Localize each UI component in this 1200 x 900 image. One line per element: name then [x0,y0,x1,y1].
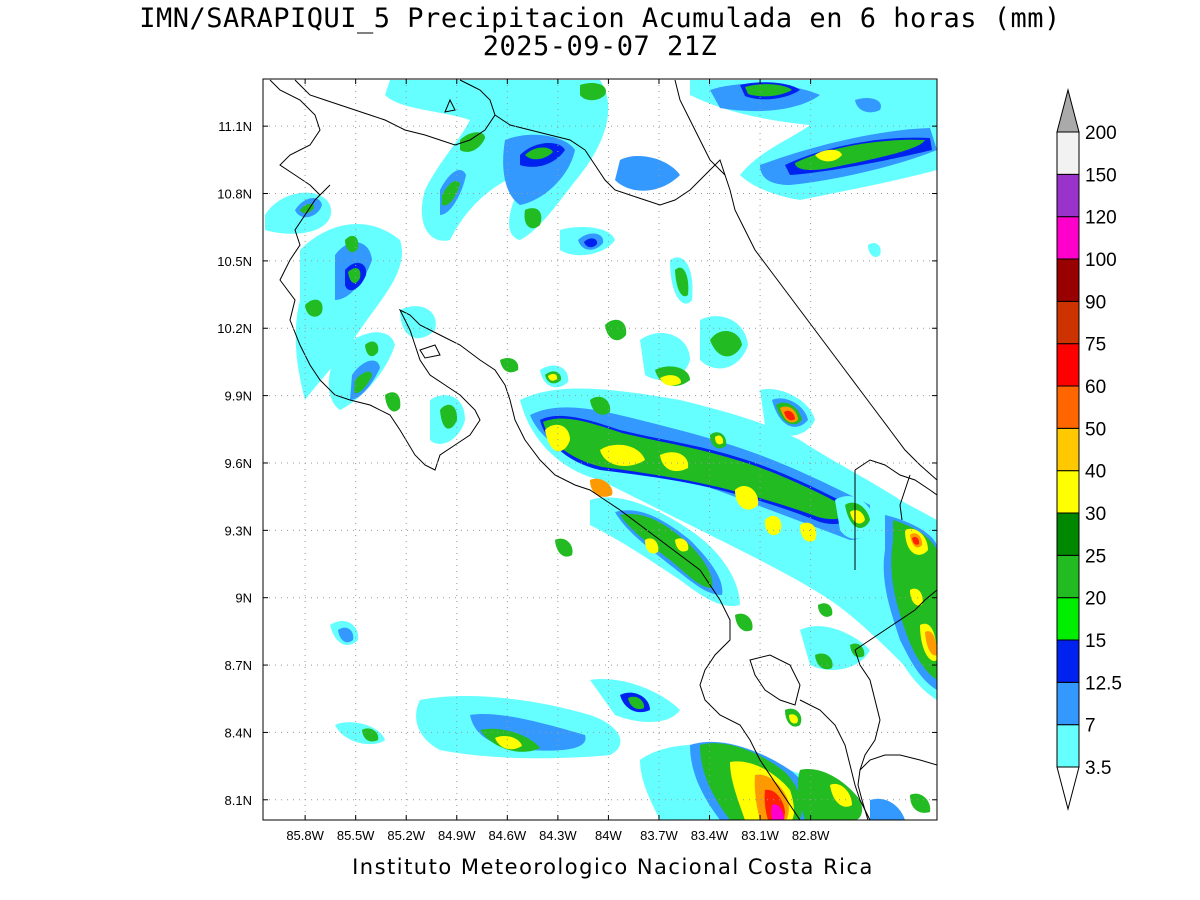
colorbar-label: 12.5 [1085,673,1122,694]
colorbar-label: 25 [1085,546,1106,567]
colorbar-swatch [1056,639,1080,683]
lon-tick-label: 83.1W [741,828,779,843]
lat-tick-label: 10.5N [217,254,252,269]
colorbar-swatch [1056,173,1080,218]
colorbar-swatch [1056,554,1080,599]
colorbar-label: 120 [1085,208,1117,229]
lon-tick-label: 85.2W [387,828,425,843]
colorbar-label: 7 [1085,716,1096,737]
colorbar-swatch [1056,681,1080,726]
colorbar-swatch [1056,724,1080,768]
map-area [263,79,937,820]
lon-tick-label: 85.5W [337,828,375,843]
colorbar-swatch [1056,300,1080,345]
colorbar-swatch [1056,343,1080,387]
lat-tick-label: 9.6N [225,456,252,471]
lon-tick-label: 84W [595,828,622,843]
colorbar-under-triangle [1056,766,1080,811]
colorbar-swatch [1056,131,1080,175]
rain-band-south-east [785,500,937,727]
lat-tick-label: 9.3N [225,523,252,538]
map-title: IMN/SARAPIQUI_5 Precipitacion Acumulada … [139,3,1061,34]
colorbar-over-triangle [1056,88,1080,133]
lat-tick-label: 11.1N [218,119,252,134]
lat-tick-label: 9N [235,591,252,606]
map-subtitle-date: 2025-09-07 21Z [482,31,718,62]
rain-band-pacific-central [555,496,875,632]
colorbar-label: 20 [1085,589,1106,610]
colorbar-label: 150 [1085,165,1117,186]
colorbar-label: 90 [1085,292,1106,313]
colorbar-label: 15 [1085,631,1106,652]
plot-frame [262,78,938,821]
colorbar-swatch [1056,597,1080,641]
latitude-ticks: 11.1N 10.8N 10.5N 10.2N 9.9N 9.6N 9.3N 9N 8.7N 8.… [217,119,937,808]
colorbar-swatch [1056,427,1080,472]
lon-tick-label: 84.9W [438,828,476,843]
precipitation-field [265,80,937,820]
colorbar-label: 50 [1085,419,1106,440]
rain-band-south-pacific [330,620,931,820]
colorbar-label: 60 [1085,377,1106,398]
lat-tick-label: 8.4N [225,725,252,740]
lon-tick-label: 84.6W [489,828,527,843]
longitude-ticks: 85.8W 85.5W 85.2W 84.9W 84.6W 84.3W 84W 83.7W 83… [286,79,830,843]
colorbar-swatch [1056,258,1080,302]
lon-tick-label: 83.4W [691,828,729,843]
colorbar-swatch [1056,385,1080,429]
colorbar-label: 3.5 [1085,758,1111,779]
lon-tick-label: 83.7W [640,828,678,843]
rain-band-north [265,80,680,256]
rain-band-guanacaste [295,223,465,444]
footer-credit: Instituto Meteorologico Nacional Costa R… [352,855,874,879]
graticule-grid [263,79,937,820]
lat-tick-label: 10.2N [217,321,252,336]
colorbar-label: 200 [1085,123,1117,144]
colorbar-label: 40 [1085,462,1106,483]
lon-tick-label: 85.8W [286,828,324,843]
lat-tick-label: 8.7N [225,658,252,673]
lat-tick-label: 10.8N [217,187,252,202]
lat-tick-label: 9.9N [225,389,252,404]
colorbar-label: 75 [1085,335,1106,356]
colorbar: 3.5 7 12.5 15 20 25 30 40 50 60 75 90 100 120 150 200 [1056,88,1122,811]
lat-tick-label: 8.1N [225,793,252,808]
coastlines-and-borders [269,79,937,820]
colorbar-swatch [1056,216,1080,260]
colorbar-swatch [1056,512,1080,556]
rain-band-central-valley [500,257,937,700]
colorbar-label: 100 [1085,250,1117,271]
lon-tick-label: 84.3W [539,828,577,843]
lon-tick-label: 82.8W [792,828,830,843]
colorbar-label: 30 [1085,504,1106,525]
rain-band-northeast [690,80,937,257]
colorbar-swatch [1056,470,1080,514]
